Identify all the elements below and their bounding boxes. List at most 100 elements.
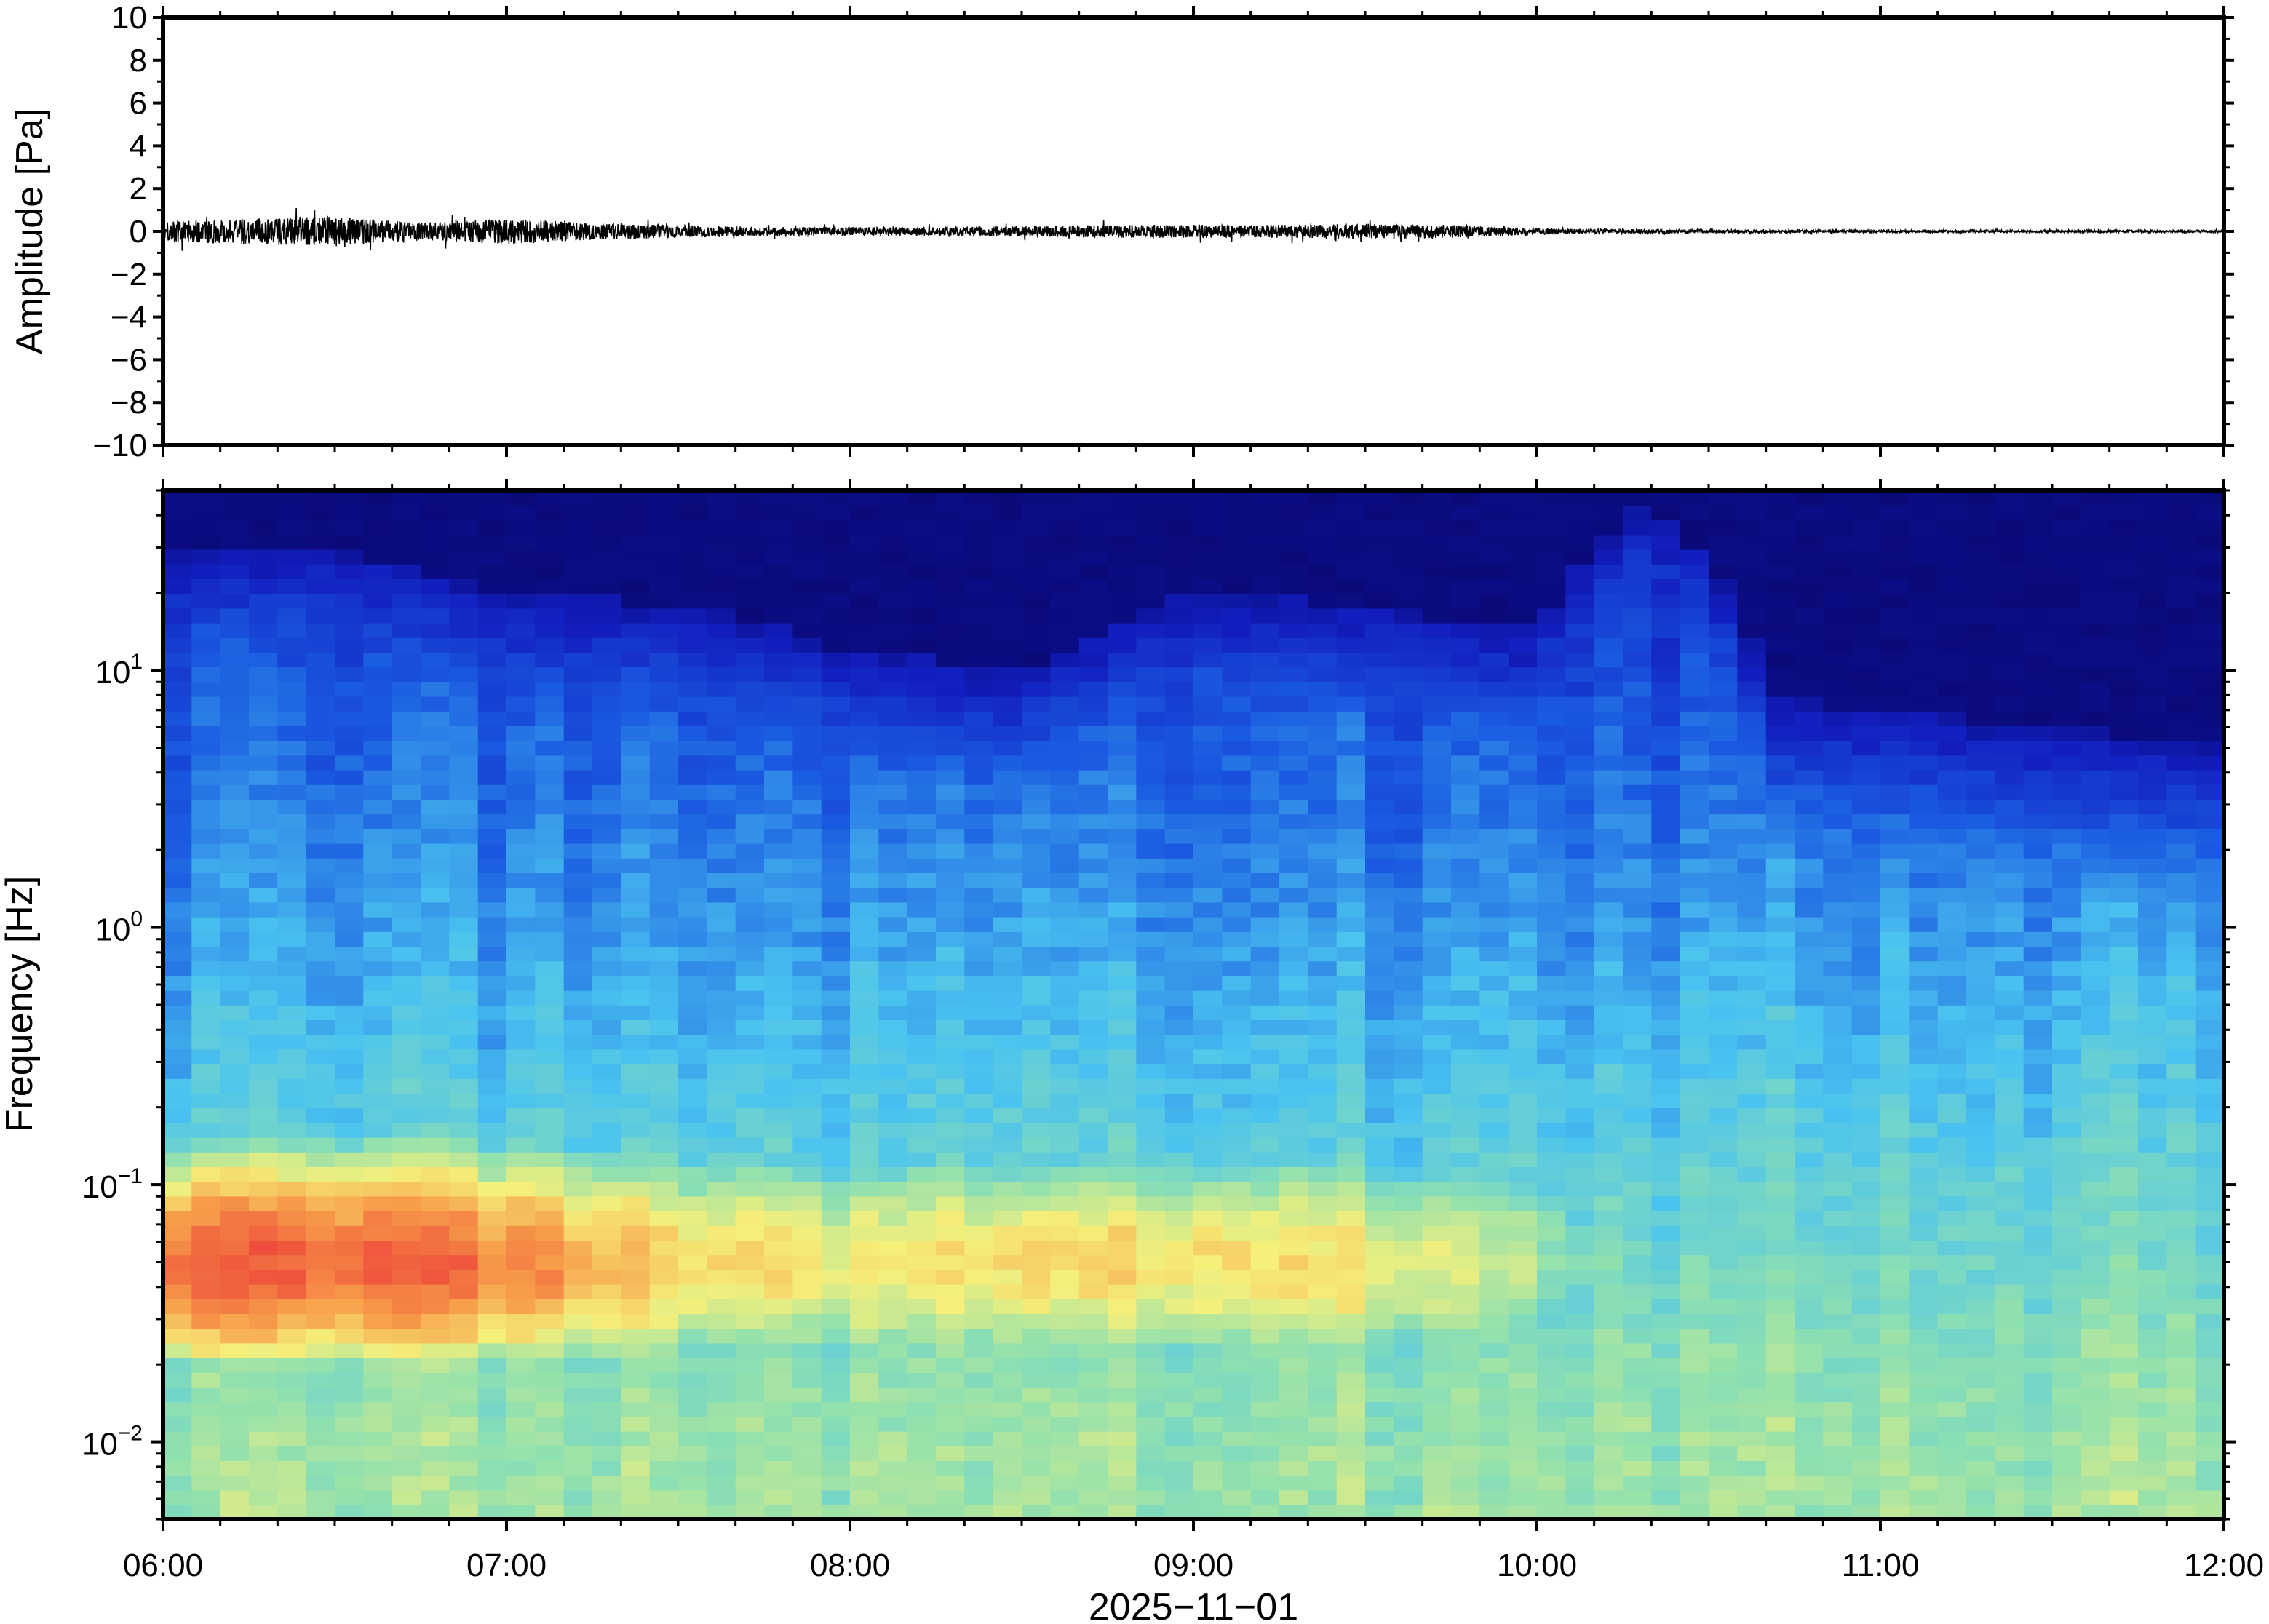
spectrogram-cell bbox=[1336, 1328, 1366, 1344]
spectrogram-cell bbox=[678, 1283, 708, 1299]
spectrogram-cell bbox=[1394, 1166, 1423, 1182]
spectrogram-cell bbox=[1623, 1019, 1653, 1035]
spectrogram-cell bbox=[191, 549, 221, 565]
spectrogram-cell bbox=[964, 901, 994, 918]
spectrogram-cell bbox=[1078, 975, 1108, 991]
spectrogram-cell bbox=[1537, 711, 1567, 726]
spectrogram-cell bbox=[1394, 1299, 1423, 1314]
spectrogram-cell bbox=[506, 1078, 536, 1094]
spectrogram-cell bbox=[306, 1269, 335, 1285]
spectrogram-cell bbox=[535, 1269, 565, 1285]
spectrogram-cell bbox=[249, 1446, 279, 1461]
spectrogram-cell bbox=[621, 916, 651, 932]
spectrogram-cell bbox=[649, 931, 679, 947]
spectrogram-cell bbox=[249, 1181, 279, 1197]
spectrogram-cell bbox=[1164, 696, 1194, 712]
spectrogram-cell bbox=[1050, 1357, 1080, 1373]
spectrogram-cell bbox=[850, 1005, 880, 1020]
spectrogram-cell bbox=[1394, 1181, 1423, 1197]
spectrogram-cell bbox=[1222, 1357, 1252, 1373]
spectrogram-cell bbox=[850, 755, 880, 771]
spectrogram-cell bbox=[1222, 637, 1252, 653]
spectrogram-cell bbox=[792, 505, 822, 521]
spectrogram-cell bbox=[306, 946, 335, 962]
spectrogram-cell bbox=[2023, 622, 2053, 638]
spectrogram-cell bbox=[1108, 490, 1137, 506]
spectrogram-cell bbox=[2081, 1254, 2110, 1270]
spectrogram-cell bbox=[335, 696, 365, 712]
spectrogram-cell bbox=[993, 725, 1022, 741]
spectrogram-cell bbox=[592, 1475, 622, 1491]
spectrogram-cell bbox=[163, 769, 193, 785]
spectrogram-cell bbox=[1937, 1078, 1967, 1094]
spectrogram-cell bbox=[821, 887, 851, 903]
spectrogram-cell bbox=[1623, 872, 1653, 888]
spectrogram-cell bbox=[1422, 1401, 1452, 1417]
spectrogram-cell bbox=[1222, 1489, 1252, 1505]
spectrogram-cell bbox=[964, 1034, 994, 1050]
spectrogram-cell bbox=[1479, 755, 1509, 771]
spectrogram-cell bbox=[1250, 534, 1280, 550]
spectrogram-cell bbox=[964, 1152, 994, 1167]
spectrogram-cell bbox=[1136, 1416, 1166, 1432]
spectrogram-cell bbox=[1909, 1313, 1939, 1329]
spectrogram-cell bbox=[1222, 828, 1252, 844]
spectrogram-cell bbox=[1823, 1313, 1853, 1329]
spectrogram-cell bbox=[678, 901, 708, 918]
spectrogram-cell bbox=[792, 666, 822, 682]
spectrogram-cell bbox=[1937, 1372, 1967, 1388]
spectrogram-cell bbox=[735, 711, 765, 726]
spectrogram-cell bbox=[1594, 1254, 1624, 1270]
spectrogram-cell bbox=[191, 534, 221, 550]
spectrogram-cell bbox=[163, 622, 193, 638]
spectrogram-cell bbox=[506, 696, 536, 712]
spectrogram-cell bbox=[1336, 799, 1366, 815]
spectrogram-cell bbox=[1394, 1283, 1423, 1299]
spectrogram-cell bbox=[277, 666, 307, 682]
spectrogram-cell bbox=[1565, 872, 1595, 888]
spectrogram-cell bbox=[1451, 1210, 1481, 1226]
spectrogram-cell bbox=[2081, 990, 2110, 1006]
spectrogram-cell bbox=[1795, 960, 1824, 976]
spectrogram-cell bbox=[878, 711, 908, 726]
spectrogram-cell bbox=[506, 1122, 536, 1138]
spectrogram-cell bbox=[1823, 578, 1853, 594]
spectrogram-cell bbox=[506, 916, 536, 932]
spectrogram-cell bbox=[764, 505, 794, 521]
spectrogram-cell bbox=[1680, 1357, 1709, 1373]
spectrogram-cell bbox=[1422, 1342, 1452, 1358]
spectrogram-cell bbox=[363, 1283, 393, 1299]
spectrogram-cell bbox=[1909, 872, 1939, 888]
spectrogram-cell bbox=[1851, 652, 1881, 668]
spectrogram-cell bbox=[306, 1416, 335, 1432]
spectrogram-cell bbox=[1680, 681, 1709, 697]
spectrogram-cell bbox=[993, 769, 1022, 785]
spectrogram-cell bbox=[621, 1372, 651, 1388]
spectrogram-cell bbox=[563, 1446, 593, 1461]
spectrogram-cell bbox=[1078, 1034, 1108, 1050]
spectrogram-cell bbox=[649, 505, 679, 521]
spectrogram-cell bbox=[1709, 931, 1738, 947]
spectrogram-cell bbox=[707, 1416, 736, 1432]
spectrogram-cell bbox=[1279, 1342, 1309, 1358]
spectrogram-cell bbox=[1537, 725, 1567, 741]
spectrogram-cell bbox=[2052, 1181, 2082, 1197]
spectrogram-cell bbox=[621, 872, 651, 888]
spectrogram-cell bbox=[1250, 666, 1280, 682]
spectrogram-cell bbox=[1022, 828, 1052, 844]
spectrogram-cell bbox=[764, 931, 794, 947]
spectrogram-cell bbox=[1565, 1225, 1595, 1241]
spectrogram-cell bbox=[506, 1210, 536, 1226]
spectrogram-cell bbox=[1022, 916, 1052, 932]
spectrogram-cell bbox=[249, 1152, 279, 1167]
spectrogram-cell bbox=[1795, 1210, 1824, 1226]
spectrogram-cell bbox=[1508, 931, 1538, 947]
spectrogram-cell bbox=[1909, 652, 1939, 668]
spectrogram-cell bbox=[1966, 490, 1996, 506]
waveform-y-tick-label: 10 bbox=[111, 0, 147, 36]
spectrogram-cell bbox=[1995, 1166, 2024, 1182]
spectrogram-cell bbox=[306, 931, 335, 947]
spectrogram-cell bbox=[1108, 1387, 1137, 1403]
spectrogram-cell bbox=[1336, 520, 1366, 536]
